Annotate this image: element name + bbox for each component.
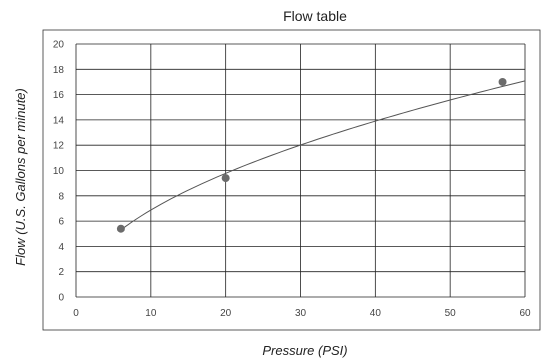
y-tick-label: 8	[58, 191, 64, 202]
y-tick-label: 0	[58, 293, 64, 304]
chart-frame	[43, 30, 540, 330]
y-tick-label: 12	[53, 141, 65, 152]
y-axis-label: Flow (U.S. Gallons per minute)	[13, 88, 28, 266]
y-tick-label: 14	[53, 115, 65, 126]
data-point	[222, 174, 230, 182]
y-tick-label: 20	[53, 40, 65, 51]
x-tick-label: 10	[145, 308, 157, 319]
x-tick-label: 30	[295, 308, 307, 319]
y-tick-label: 4	[58, 242, 64, 253]
y-tick-label: 10	[53, 166, 65, 177]
x-tick-label: 50	[445, 308, 457, 319]
chart-title: Flow table	[283, 8, 347, 24]
y-tick-label: 2	[58, 267, 64, 278]
y-tick-label: 6	[58, 217, 64, 228]
data-point	[117, 225, 125, 233]
x-tick-label: 40	[370, 308, 382, 319]
x-tick-label: 0	[73, 308, 79, 319]
x-tick-label: 60	[519, 308, 531, 319]
x-axis-label: Pressure (PSI)	[262, 343, 347, 358]
y-tick-label: 16	[53, 90, 65, 101]
y-tick-label: 18	[53, 65, 65, 76]
data-point	[499, 78, 507, 86]
x-tick-label: 20	[220, 308, 232, 319]
